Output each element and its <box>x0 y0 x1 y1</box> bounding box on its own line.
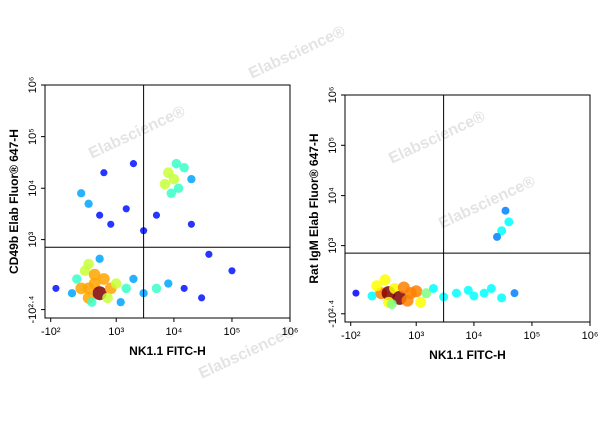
x-tick-label: 10⁴ <box>465 330 482 342</box>
event-point <box>84 199 93 208</box>
event-point <box>77 189 86 198</box>
event-point <box>129 160 138 168</box>
event-point <box>510 289 519 298</box>
event-point <box>479 288 489 298</box>
event-point <box>421 288 432 299</box>
y-tick-label: 10³ <box>27 231 39 247</box>
y-tick-label: 10⁵ <box>27 128 39 145</box>
event-point <box>469 291 479 301</box>
event-point <box>88 268 101 281</box>
event-point <box>205 250 213 258</box>
event-point <box>173 183 184 193</box>
event-point <box>129 274 138 284</box>
y-axis-title: Rat IgM Elab Fluor® 647-H <box>307 133 321 283</box>
event-point <box>88 277 101 290</box>
x-tick-label: -10² <box>41 326 61 338</box>
event-point <box>371 280 383 292</box>
event-point <box>166 188 176 198</box>
watermark: Elabscience® <box>86 103 188 163</box>
event-point <box>352 289 360 297</box>
event-point <box>171 158 182 169</box>
plot-frame <box>44 84 291 319</box>
event-point <box>410 285 423 298</box>
x-axis-title: NK1.1 FITC-H <box>129 344 206 358</box>
event-point <box>463 285 473 295</box>
event-point <box>100 169 108 177</box>
y-axis-title: CD49b Elab Fluor® 647-H <box>7 129 21 274</box>
event-point <box>379 274 391 286</box>
event-point <box>87 297 97 307</box>
event-point <box>187 220 195 228</box>
event-point <box>67 289 77 298</box>
x-axis-title: NK1.1 FITC-H <box>429 348 506 362</box>
plot-frame <box>344 94 591 323</box>
x-tick-label: 10³ <box>108 326 124 338</box>
event-point <box>486 283 496 293</box>
event-point <box>122 205 130 213</box>
watermark: Elabscience® <box>246 23 348 83</box>
event-point <box>72 274 82 284</box>
y-tick-label: -10²·⁴ <box>27 295 39 323</box>
watermark: Elabscience® <box>436 173 538 233</box>
x-tick-label: 10⁶ <box>282 326 299 338</box>
event-point <box>110 278 122 289</box>
watermark: Elabscience® <box>386 108 488 168</box>
event-point <box>98 273 110 285</box>
y-tick-label: 10⁴ <box>327 187 339 204</box>
event-point <box>102 292 113 304</box>
event-point <box>504 217 514 227</box>
event-point <box>163 167 174 179</box>
y-tick-label: 10³ <box>327 237 339 253</box>
event-point <box>121 283 131 294</box>
event-point <box>198 294 206 302</box>
event-point <box>501 206 510 215</box>
event-point <box>52 284 60 292</box>
event-point <box>493 232 502 241</box>
x-tick-label: -10² <box>341 330 361 342</box>
event-point <box>180 284 188 292</box>
y-tick-label: -10²·⁴ <box>327 300 339 328</box>
event-point <box>152 211 161 219</box>
event-point <box>159 178 171 190</box>
event-point <box>151 283 162 294</box>
event-point <box>415 296 427 308</box>
event-point <box>228 267 236 275</box>
y-tick-label: 10⁶ <box>327 87 339 104</box>
x-tick-label: 10⁵ <box>224 326 241 338</box>
event-point <box>386 299 397 310</box>
event-point <box>497 293 507 303</box>
x-tick-label: 10⁵ <box>524 330 541 342</box>
event-point <box>107 220 115 228</box>
event-point <box>96 211 104 219</box>
event-point <box>95 254 104 263</box>
event-point <box>164 279 173 288</box>
event-point <box>389 282 401 294</box>
y-tick-label: 10⁶ <box>27 77 39 94</box>
y-tick-label: 10⁴ <box>27 180 39 197</box>
event-point <box>187 175 196 184</box>
x-tick-label: 10⁴ <box>165 326 182 338</box>
event-point <box>367 291 377 301</box>
event-point <box>428 283 438 293</box>
event-point <box>451 288 461 298</box>
event-point <box>116 297 125 307</box>
x-tick-label: 10⁶ <box>582 330 599 342</box>
x-tick-label: 10³ <box>408 330 424 342</box>
event-point <box>83 258 94 270</box>
y-tick-label: 10⁵ <box>327 137 339 154</box>
event-point <box>401 294 414 307</box>
event-point <box>179 163 189 173</box>
event-point <box>497 226 507 236</box>
